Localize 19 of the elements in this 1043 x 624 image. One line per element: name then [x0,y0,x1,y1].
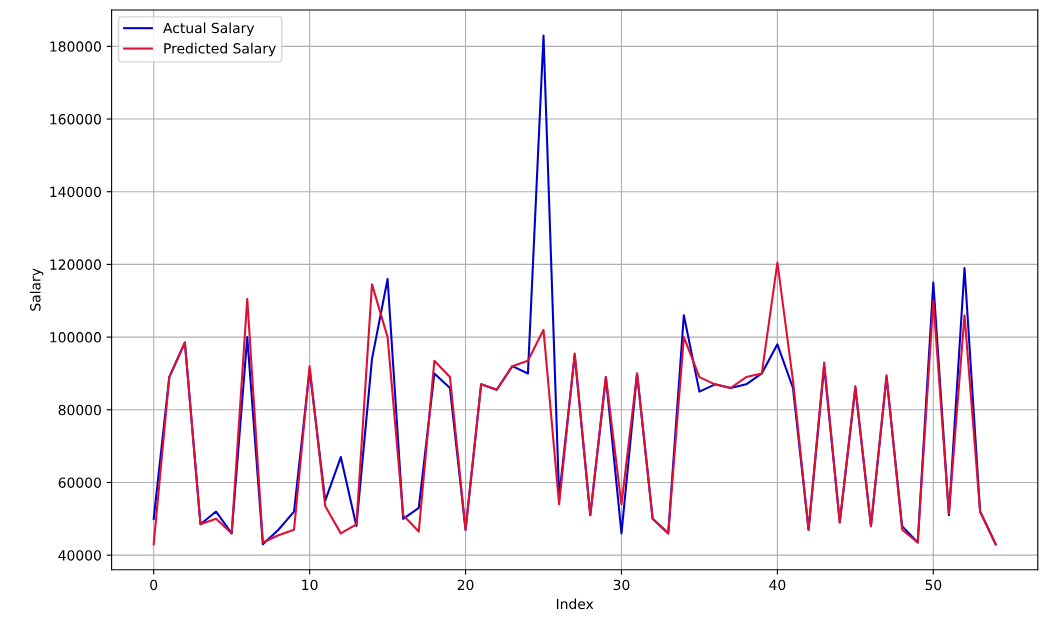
x-tick-label: 10 [302,579,318,591]
x-axis-title: Index [556,598,594,610]
y-tick-label: 100000 [50,332,101,343]
y-tick-label: 160000 [50,113,101,125]
y-tick-label: 80000 [58,404,101,416]
x-tick-label: 30 [613,579,630,591]
y-tick-label: 140000 [50,186,101,198]
x-tick-label: 50 [925,579,942,591]
y-tick-label: 180000 [50,41,101,52]
x-tick-label: 40 [769,579,786,591]
legend-label: Actual Salary [163,22,255,36]
y-tick-label: 120000 [50,259,101,270]
x-tick-label: 0 [150,579,158,591]
line-series [152,261,997,546]
x-tick-label: 20 [457,579,474,591]
y-tick-label: 60000 [58,477,101,488]
legend-label: Predicted Salary [164,42,276,57]
y-axis-title: Salary [29,268,44,311]
y-tick-label: 40000 [58,550,101,561]
